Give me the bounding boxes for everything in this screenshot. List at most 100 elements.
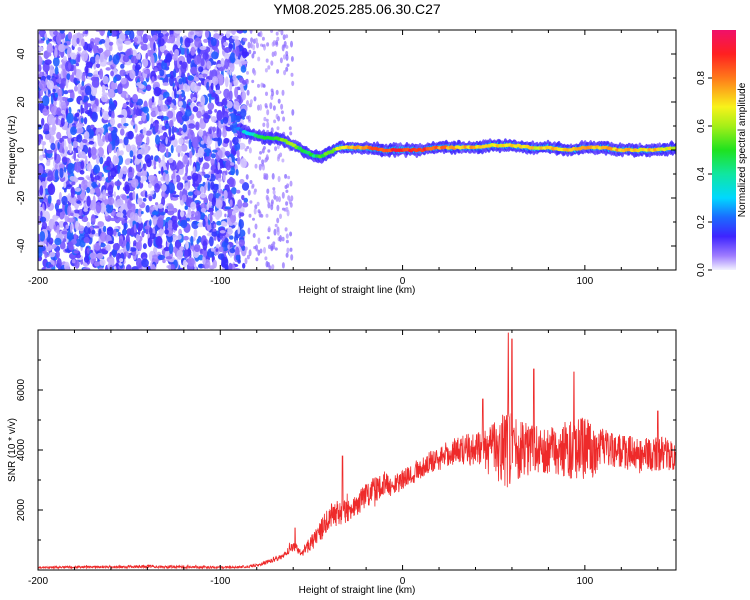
spectrogram-noise-cell	[249, 42, 253, 49]
spectrogram-noise-cell	[49, 85, 53, 90]
spectrogram-noise-cell	[251, 183, 255, 188]
x-tick-label: 100	[577, 276, 594, 287]
spectrogram-noise-cell	[187, 123, 196, 129]
spectrogram-noise-cell	[229, 199, 233, 207]
spectrogram-noise-cell	[151, 76, 155, 83]
spectrogram-noise-cell	[47, 114, 56, 126]
spectrogram-noise-cell	[200, 194, 207, 198]
spectrogram-noise-cell	[158, 38, 165, 47]
spectrogram-noise-cell	[46, 42, 53, 54]
spectrogram-noise-cell	[99, 231, 108, 242]
spectrogram-noise-cell	[97, 221, 105, 228]
spectrogram-noise-cell	[78, 151, 86, 159]
spectrogram-noise-cell	[281, 158, 285, 163]
spectrogram-noise-cell	[74, 85, 78, 92]
spectrogram-noise-cell	[233, 205, 239, 214]
spectrogram-noise-cell	[40, 173, 48, 178]
spectrogram-noise-cell	[90, 76, 98, 82]
spectrogram-noise-cell	[76, 133, 83, 143]
spectrogram-noise-cell	[257, 209, 261, 214]
spectrogram-noise-cell	[90, 146, 97, 156]
spectrogram-noise-cell	[142, 243, 147, 250]
spectrogram-noise-cell	[245, 174, 249, 180]
spectrogram-noise-cell	[87, 176, 92, 181]
spectrogram-noise-cell	[107, 173, 111, 182]
spectrogram-noise-cell	[267, 202, 271, 209]
spectrogram-noise-cell	[262, 164, 265, 171]
spectrogram-noise-cell	[97, 171, 103, 176]
spectrogram-noise-cell	[107, 88, 115, 99]
spectrogram-noise-cell	[81, 73, 86, 83]
spectrogram-noise-cell	[62, 148, 65, 154]
spectrogram-noise-cell	[136, 98, 143, 106]
spectrogram-noise-cell	[133, 37, 139, 43]
spectrogram-noise-cell	[51, 124, 57, 133]
spectrogram-noise-cell	[44, 148, 47, 154]
spectrogram-noise-cell	[286, 63, 290, 67]
spectrogram-noise-cell	[144, 154, 151, 164]
spectrogram-noise-cell	[112, 54, 120, 65]
spectrogram-noise-cell	[211, 76, 219, 86]
spectrogram-noise-cell	[212, 137, 221, 142]
spectrogram-noise-cell	[49, 64, 54, 76]
spectrogram-noise-cell	[137, 239, 142, 252]
spectrogram-noise-cell	[177, 234, 182, 240]
spectrogram-noise-cell	[284, 227, 288, 232]
spectrogram-noise-cell	[210, 181, 215, 190]
spectrogram-noise-cell	[110, 167, 117, 178]
spectrogram-noise-cell	[261, 148, 265, 154]
spectrogram-noise-cell	[146, 136, 150, 146]
spectrogram-noise-cell	[240, 60, 248, 65]
spectrogram-noise-cell	[187, 175, 192, 180]
spectrogram-noise-cell	[190, 210, 195, 216]
spectrogram-noise-cell	[158, 157, 161, 163]
spectrogram-noise-cell	[242, 30, 248, 34]
spectrogram-noise-cell	[272, 189, 276, 195]
spectrogram-noise-cell	[125, 234, 130, 244]
spectrogram-noise-cell	[198, 74, 203, 79]
spectrogram-noise-cell	[150, 117, 154, 125]
spectrogram-noise-cell	[108, 45, 113, 52]
spectrogram-noise-cell	[39, 185, 44, 196]
spectrogram-noise-cell	[146, 35, 152, 40]
spectrogram-noise-cell	[49, 251, 56, 258]
spectrogram-noise-cell	[124, 40, 132, 45]
spectrogram-noise-cell	[39, 231, 46, 242]
spectrogram-noise-cell	[226, 100, 233, 109]
spectrogram-noise-cell	[41, 117, 45, 126]
spectrogram-noise-cell	[200, 95, 206, 106]
spectrogram-noise-cell	[173, 105, 177, 111]
spectrogram-noise-cell	[183, 235, 189, 241]
spectrogram-noise-cell	[207, 102, 215, 111]
spectrogram-noise-cell	[50, 93, 54, 105]
spectrogram-noise-cell	[45, 130, 50, 135]
spectrogram-noise-cell	[151, 211, 159, 216]
spectrogram-noise-cell	[259, 151, 263, 155]
spectrogram-noise-cell	[238, 239, 245, 247]
spectrogram-noise-cell	[153, 165, 157, 170]
spectrogram-noise-cell	[165, 52, 173, 63]
spectrogram-noise-cell	[207, 109, 213, 115]
spectrogram-noise-cell	[279, 152, 283, 158]
spectrogram-noise-cell	[106, 61, 113, 66]
spectrogram-noise-cell	[166, 73, 172, 78]
spectrogram-noise-cell	[102, 86, 109, 90]
spectrogram-noise-cell	[246, 115, 250, 120]
spectrogram-noise-cell	[249, 200, 253, 204]
spectrogram-noise-cell	[199, 45, 207, 51]
spectrogram-noise-cell	[94, 37, 98, 46]
spectrogram-noise-cell	[165, 136, 168, 145]
spectrogram-noise-cell	[74, 112, 80, 118]
spectrogram-noise-cell	[173, 126, 177, 133]
spectrogram-noise-cell	[179, 60, 183, 65]
spectrogram-noise-cell	[54, 66, 59, 75]
spectrogram-noise-cell	[215, 199, 223, 210]
spectrogram-noise-cell	[117, 155, 124, 166]
spectrogram-noise-cell	[75, 254, 81, 259]
spectrogram-noise-cell	[119, 69, 126, 77]
spectrogram-noise-cell	[94, 175, 101, 181]
spectrogram-noise-cell	[96, 181, 100, 185]
spectrogram-noise-cell	[74, 187, 82, 192]
spectrogram-noise-cell	[267, 65, 271, 70]
spectrogram-noise-cell	[276, 36, 280, 42]
